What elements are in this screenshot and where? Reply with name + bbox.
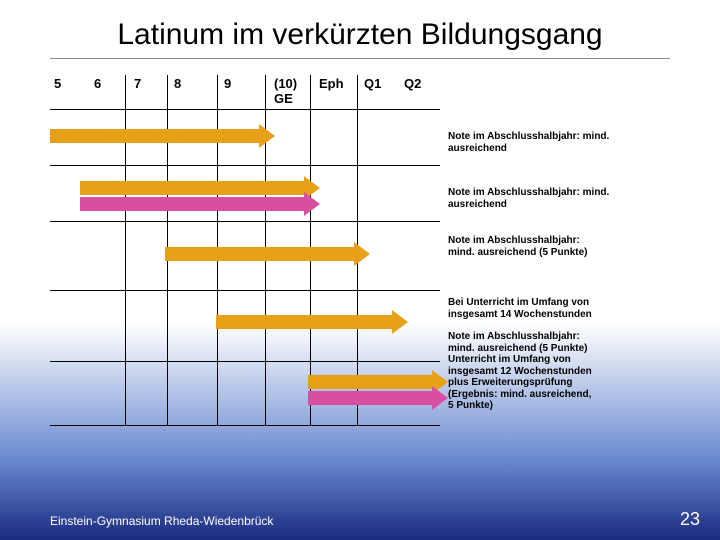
column-header: 7 — [134, 77, 141, 92]
slide-title: Latinum im verkürzten Bildungsgang — [0, 18, 720, 52]
column-header: 9 — [224, 77, 231, 92]
row-description: Note im Abschlusshalbjahr: mind. ausreic… — [448, 131, 670, 154]
row-description: Note im Abschlusshalbjahr:mind. ausreich… — [448, 235, 587, 258]
row-description: Note im Abschlusshalbjahr: mind. ausreic… — [448, 187, 670, 210]
arrowhead-icon — [259, 124, 275, 148]
grid-hline — [50, 221, 440, 222]
column-header: 6 — [94, 77, 101, 92]
grid-hline — [50, 165, 440, 166]
timeline-bar — [308, 391, 448, 405]
bar-body — [80, 181, 304, 195]
timeline-bar — [80, 197, 320, 211]
title-underline — [50, 58, 670, 59]
bar-body — [165, 247, 354, 261]
grid-vline — [125, 75, 126, 425]
timeline-chart: 5 6 7 8 9 (10)GE Eph Q1 Q2 Note im Abschlusshalbj… — [50, 75, 670, 425]
bar-body — [80, 197, 304, 211]
arrowhead-icon — [354, 242, 370, 266]
timeline-bar — [308, 375, 448, 389]
column-header: Eph — [319, 77, 344, 92]
bar-body — [50, 129, 259, 143]
grid-hline — [50, 361, 440, 362]
grid-hline — [50, 425, 440, 426]
column-header: 8 — [174, 77, 181, 92]
row-description: Bei Unterricht im Umfang voninsgesamt 14… — [448, 297, 592, 320]
slide: Latinum im verkürzten Bildungsgang 5 6 7 8 9… — [0, 0, 720, 540]
page-number: 23 — [680, 509, 700, 530]
column-header: (10)GE — [274, 77, 297, 107]
arrowhead-icon — [392, 310, 408, 334]
row-description: Note im Abschlusshalbjahr:mind. ausreich… — [448, 331, 592, 412]
timeline-bar — [165, 247, 370, 261]
bar-body — [216, 315, 392, 329]
timeline-bar — [216, 315, 408, 329]
column-header: Q2 — [404, 77, 421, 92]
column-header: Q1 — [364, 77, 381, 92]
grid-hline — [50, 290, 440, 291]
footer-institution: Einstein-Gymnasium Rheda-Wiedenbrück — [50, 514, 273, 528]
bar-body — [308, 375, 432, 389]
bar-body — [308, 391, 432, 405]
grid-hline — [50, 109, 440, 110]
arrowhead-icon — [304, 192, 320, 216]
timeline-bar — [50, 129, 275, 143]
column-header: 5 — [54, 77, 61, 92]
timeline-bar — [80, 181, 320, 195]
arrowhead-icon — [432, 386, 448, 410]
